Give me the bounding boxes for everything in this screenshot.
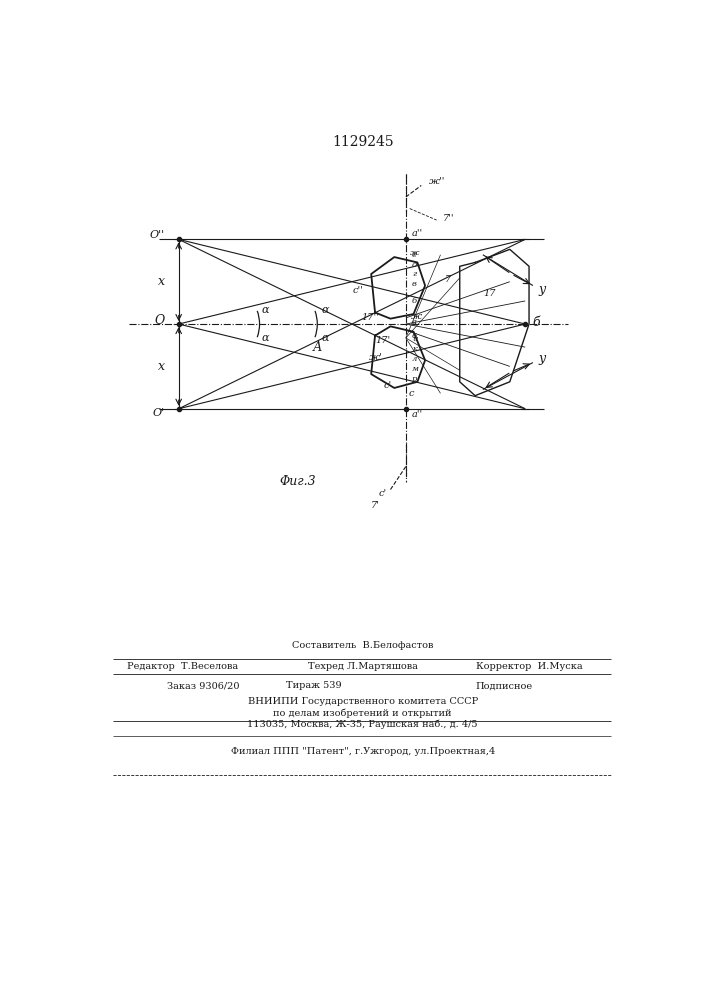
- Text: ж: ж: [411, 312, 421, 321]
- Text: Техред Л.Мартяшова: Техред Л.Мартяшова: [308, 662, 418, 671]
- Text: ж'': ж'': [429, 177, 445, 186]
- Text: α: α: [262, 305, 269, 315]
- Text: в: в: [412, 280, 417, 288]
- Text: Подписное: Подписное: [475, 681, 532, 690]
- Text: 7: 7: [444, 275, 450, 284]
- Text: Тираж 539: Тираж 539: [286, 681, 341, 690]
- Text: Φиг.3: Φиг.3: [280, 475, 316, 488]
- Text: а'': а'': [412, 229, 423, 238]
- Text: Корректор  И.Муска: Корректор И.Муска: [476, 662, 583, 671]
- Text: с: с: [408, 389, 414, 398]
- Text: р: р: [412, 375, 417, 383]
- Text: по делам изобретений и открытий: по делам изобретений и открытий: [274, 708, 452, 718]
- Text: Филиал ППП "Патент", г.Ужгород, ул.Проектная,4: Филиал ППП "Патент", г.Ужгород, ул.Проек…: [230, 747, 495, 756]
- Text: α: α: [262, 333, 269, 343]
- Text: α: α: [321, 333, 329, 343]
- Text: м: м: [412, 365, 419, 373]
- Text: О: О: [155, 314, 165, 327]
- Text: α: α: [321, 305, 329, 315]
- Text: е: е: [412, 251, 417, 259]
- Text: б: б: [532, 316, 539, 329]
- Text: с'': с'': [353, 286, 363, 295]
- Text: с': с': [384, 381, 392, 390]
- Text: 17': 17': [375, 336, 390, 345]
- Text: л: л: [412, 355, 417, 363]
- Text: А: А: [312, 341, 322, 354]
- Text: 7': 7': [371, 500, 380, 510]
- Text: ВНИИПИ Государственного комитета СССР: ВНИИПИ Государственного комитета СССР: [247, 697, 478, 706]
- Text: а'': а'': [412, 410, 423, 419]
- Text: ж: ж: [409, 249, 419, 257]
- Text: О'': О'': [150, 231, 165, 240]
- Text: О': О': [153, 408, 165, 418]
- Text: 6: 6: [412, 332, 417, 340]
- Text: x: x: [158, 360, 165, 373]
- Text: ж': ж': [369, 353, 382, 362]
- Text: x: x: [158, 275, 165, 288]
- Text: 113035, Москва, Ж-35, Раушская наб., д. 4/5: 113035, Москва, Ж-35, Раушская наб., д. …: [247, 720, 478, 729]
- Text: Заказ 9306/20: Заказ 9306/20: [167, 681, 240, 690]
- Text: Составитель  В.Белофастов: Составитель В.Белофастов: [292, 641, 433, 650]
- Text: 17: 17: [483, 289, 496, 298]
- Text: 7'': 7'': [443, 214, 455, 223]
- Text: 17'': 17'': [361, 313, 379, 322]
- Text: а: а: [412, 318, 417, 326]
- Text: и: и: [412, 335, 417, 343]
- Text: к: к: [412, 345, 417, 353]
- Text: у: у: [539, 352, 546, 365]
- Text: с': с': [379, 489, 387, 498]
- Text: 1129245: 1129245: [332, 135, 394, 149]
- Text: у: у: [539, 283, 546, 296]
- Text: г: г: [412, 270, 416, 278]
- Text: Редактор  Т.Веселова: Редактор Т.Веселова: [127, 662, 238, 671]
- Text: б: б: [412, 297, 417, 305]
- Text: д: д: [412, 261, 417, 269]
